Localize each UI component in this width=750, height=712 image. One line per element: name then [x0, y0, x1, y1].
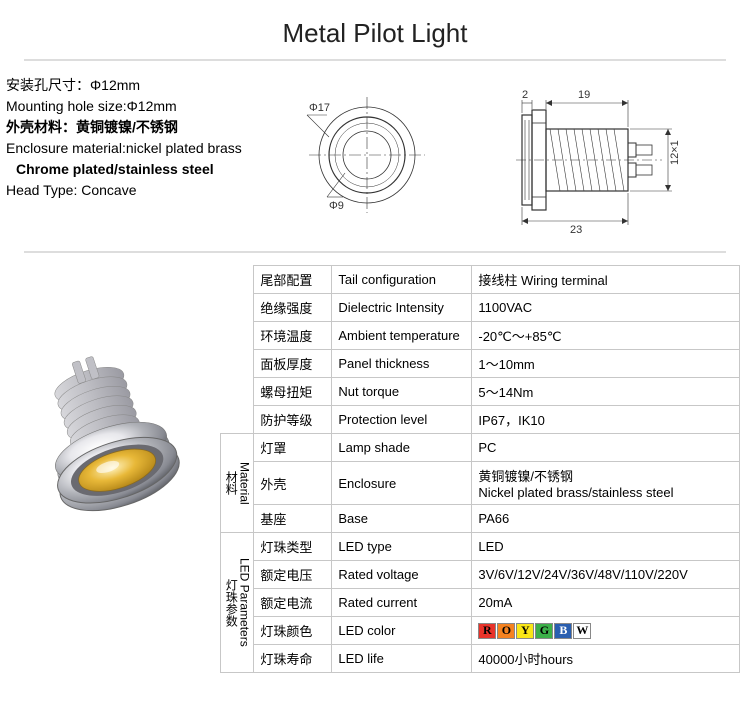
spec-line: Mounting hole size:Φ12mm — [6, 96, 274, 117]
cell-en: LED color — [332, 617, 472, 645]
dim-total-l: 23 — [570, 224, 582, 235]
cell-en: Tail configuration — [332, 266, 472, 294]
dim-head-h: 2 — [522, 89, 528, 101]
top-section: 安装孔尺寸：Φ12mm Mounting hole size:Φ12mm 外壳材… — [0, 69, 750, 241]
dim-inner-dia: Φ9 — [329, 200, 344, 212]
spec-table: 尾部配置Tail configuration接线柱 Wiring termina… — [220, 265, 740, 673]
spec-line: 外壳材料：黄铜镀镍/不锈钢 — [6, 117, 274, 138]
spec-text-block: 安装孔尺寸：Φ12mm Mounting hole size:Φ12mm 外壳材… — [4, 75, 274, 201]
cell-cn: 螺母扭矩 — [254, 378, 332, 406]
cell-val: IP67，IK10 — [472, 406, 740, 434]
cell-val: PC — [472, 434, 740, 462]
color-swatch: R — [478, 623, 496, 639]
cell-val: ROYGBW — [472, 617, 740, 645]
cell-cn: 额定电压 — [254, 561, 332, 589]
cell-en: LED life — [332, 645, 472, 673]
cell-en: Rated voltage — [332, 561, 472, 589]
cell-val: 3V/6V/12V/24V/36V/48V/110V/220V — [472, 561, 740, 589]
cell-en: Lamp shade — [332, 434, 472, 462]
cell-val: 1100VAC — [472, 294, 740, 322]
cell-en: Ambient temperature — [332, 322, 472, 350]
color-swatch: O — [497, 623, 515, 639]
cell-val: 5～14Nm — [472, 378, 740, 406]
color-swatch: W — [573, 623, 591, 639]
cell-en: Base — [332, 505, 472, 533]
cell-val: PA66 — [472, 505, 740, 533]
dim-thread-d: 12×1 — [669, 140, 681, 165]
cell-val: 接线柱 Wiring terminal — [472, 266, 740, 294]
cell-cn: 面板厚度 — [254, 350, 332, 378]
cell-val: -20℃～+85℃ — [472, 322, 740, 350]
cell-cn: 灯珠类型 — [254, 533, 332, 561]
cell-val: 20mA — [472, 589, 740, 617]
cell-cn: 灯珠颜色 — [254, 617, 332, 645]
divider — [24, 251, 726, 253]
technical-drawings: Φ17 Φ9 — [282, 75, 742, 235]
group-led: LED Parameters灯珠参数 — [221, 533, 254, 673]
dim-thread-h: 19 — [578, 89, 590, 101]
cell-cn: 绝缘强度 — [254, 294, 332, 322]
cell-cn: 尾部配置 — [254, 266, 332, 294]
group-material: Material材料 — [221, 434, 254, 533]
cell-val: 1～10mm — [472, 350, 740, 378]
spec-line: Enclosure material:nickel plated brass — [6, 138, 274, 159]
color-swatch: G — [535, 623, 553, 639]
cell-cn: 防护等级 — [254, 406, 332, 434]
cell-en: Dielectric Intensity — [332, 294, 472, 322]
cell-cn: 环境温度 — [254, 322, 332, 350]
color-swatch: B — [554, 623, 572, 639]
cell-val: 黄铜镀镍/不锈钢Nickel plated brass/stainless st… — [472, 462, 740, 505]
color-swatch: Y — [516, 623, 534, 639]
cell-en: Protection level — [332, 406, 472, 434]
cell-cn: 额定电流 — [254, 589, 332, 617]
cell-cn: 外壳 — [254, 462, 332, 505]
dim-outer-dia: Φ17 — [309, 102, 330, 114]
bottom-section: 尾部配置Tail configuration接线柱 Wiring termina… — [0, 265, 750, 693]
page-title: Metal Pilot Light — [0, 0, 750, 53]
spec-line: Chrome plated/stainless steel — [6, 159, 274, 180]
spec-line: Head Type: Concave — [6, 180, 274, 201]
cell-en: Panel thickness — [332, 350, 472, 378]
cell-cn: 灯罩 — [254, 434, 332, 462]
cell-en: Nut torque — [332, 378, 472, 406]
cell-cn: 灯珠寿命 — [254, 645, 332, 673]
divider — [24, 59, 726, 61]
cell-val: 40000小时hours — [472, 645, 740, 673]
led-color-swatches: ROYGBW — [478, 623, 733, 639]
cell-cn: 基座 — [254, 505, 332, 533]
cell-en: Enclosure — [332, 462, 472, 505]
product-photo — [10, 325, 210, 545]
cell-en: Rated current — [332, 589, 472, 617]
cell-en: LED type — [332, 533, 472, 561]
spec-line: 安装孔尺寸：Φ12mm — [6, 75, 274, 96]
cell-val: LED — [472, 533, 740, 561]
